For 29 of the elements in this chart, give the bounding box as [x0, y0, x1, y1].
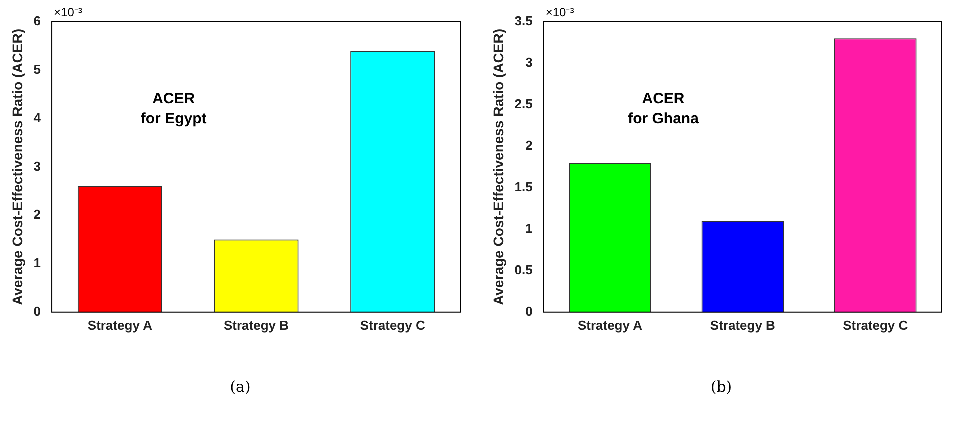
y-tick-label: 4: [34, 110, 42, 126]
y-tick-label: 0: [34, 304, 42, 319]
y-axis-title: Average Cost-Effectiveness Ratio (ACER): [490, 28, 506, 306]
x-tick-label: Strategy B: [710, 318, 776, 333]
y-tick-label: 2: [526, 138, 533, 154]
x-tick-label: Strategy A: [578, 318, 644, 333]
annotation: ACER for Ghana: [628, 90, 700, 128]
y-tick-label: 5: [34, 62, 42, 77]
y-axis-title: Average Cost-Effectiveness Ratio (ACER): [9, 28, 26, 306]
y-tick-label: 1: [34, 256, 42, 271]
y-tick-label: 6: [34, 14, 42, 29]
x-tick-label: Strategy A: [88, 318, 154, 333]
y-tick-label: 1: [526, 221, 533, 236]
y-tick-label: 2.5: [514, 96, 533, 112]
text: ×10⁻³: [54, 5, 82, 20]
y-tick-label: 3: [34, 158, 42, 174]
y-tick-label: 0: [526, 304, 533, 319]
x-tick-label: Strategy C: [360, 318, 426, 333]
y-tick-label: 1.5: [514, 180, 533, 195]
y-tick-label: 2: [34, 207, 42, 222]
text: (a): [229, 378, 252, 396]
x-tick-label: Strategy C: [843, 318, 909, 333]
text: ×10⁻³: [546, 5, 574, 20]
y-tick-label: 3: [526, 55, 533, 70]
x-tick-label: Strategy B: [224, 318, 290, 333]
y-tick-label: 0.5: [514, 262, 533, 278]
y-tick-label: 3.5: [514, 14, 533, 29]
annotation: ACER for Egypt: [140, 90, 207, 128]
text: (b): [710, 378, 734, 396]
